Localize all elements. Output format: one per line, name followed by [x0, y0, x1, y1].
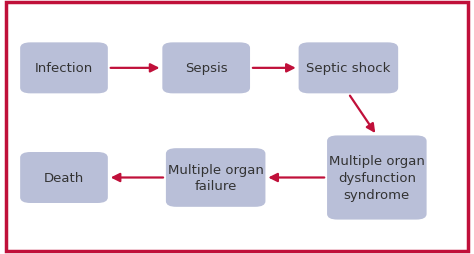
Text: Multiple organ
dysfunction
syndrome: Multiple organ dysfunction syndrome: [329, 155, 425, 201]
FancyBboxPatch shape: [166, 149, 265, 207]
FancyBboxPatch shape: [20, 43, 108, 94]
FancyBboxPatch shape: [20, 152, 108, 203]
Text: Multiple organ
failure: Multiple organ failure: [168, 163, 264, 193]
FancyBboxPatch shape: [299, 43, 398, 94]
Text: Sepsis: Sepsis: [185, 62, 228, 75]
Text: Septic shock: Septic shock: [306, 62, 391, 75]
FancyBboxPatch shape: [162, 43, 250, 94]
Text: Infection: Infection: [35, 62, 93, 75]
FancyBboxPatch shape: [327, 136, 427, 220]
Text: Death: Death: [44, 171, 84, 184]
